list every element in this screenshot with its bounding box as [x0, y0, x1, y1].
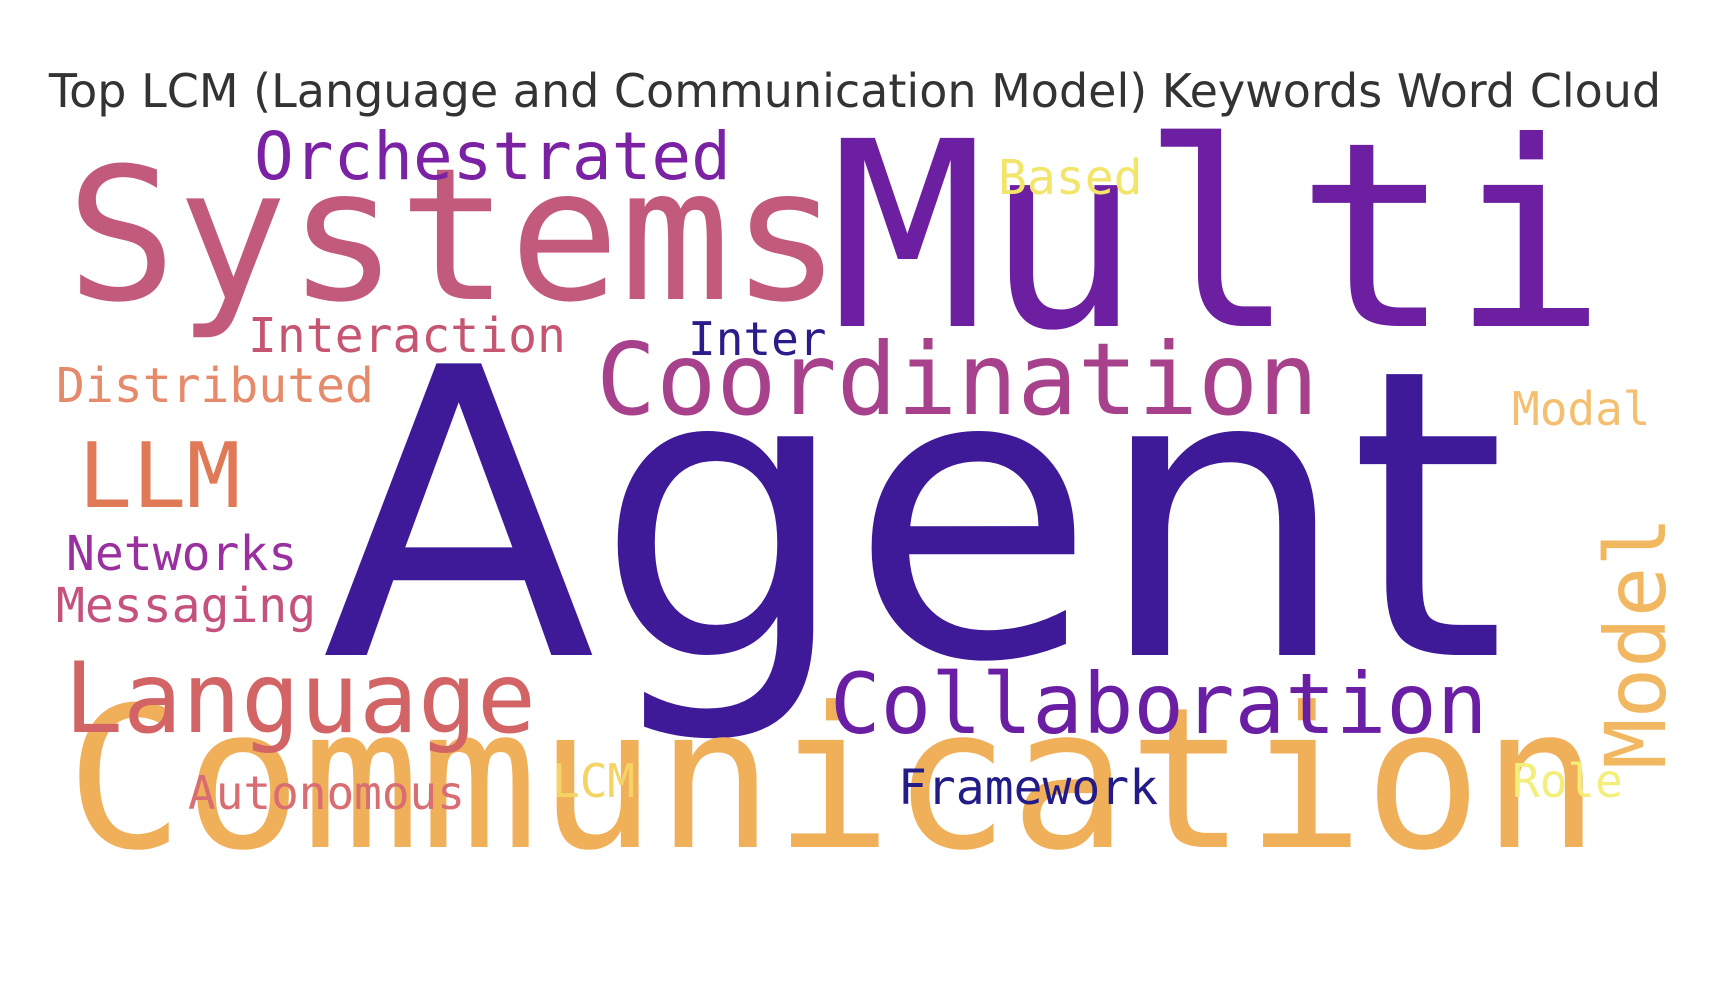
word-distributed: Distributed [56, 358, 374, 414]
word-model: Model [1587, 516, 1685, 769]
word-modal: Modal [1512, 382, 1651, 436]
word-messaging: Messaging [56, 578, 317, 634]
word-based: Based [998, 150, 1143, 206]
word-agent: Agent [322, 285, 1506, 750]
word-orchestrated: Orchestrated [254, 118, 731, 195]
word-interaction: Interaction [248, 308, 566, 364]
word-lcm: LCM [552, 754, 636, 808]
word-multi: Multi [830, 87, 1607, 387]
word-networks: Networks [66, 526, 298, 582]
word-inter: Inter [688, 312, 827, 366]
word-coordination: Coordination [596, 321, 1319, 438]
word-systems: Systems [66, 129, 842, 343]
word-role: Role [1512, 754, 1623, 808]
word-language: Language [64, 642, 537, 756]
word-collaboration: Collaboration [830, 655, 1488, 753]
word-autonomous: Autonomous [188, 766, 465, 820]
chart-title: Top LCM (Language and Communication Mode… [48, 64, 1662, 118]
word-framework: Framework [898, 760, 1159, 816]
word-communication: Communication [66, 666, 1601, 894]
word-llm: LLM [78, 424, 241, 529]
